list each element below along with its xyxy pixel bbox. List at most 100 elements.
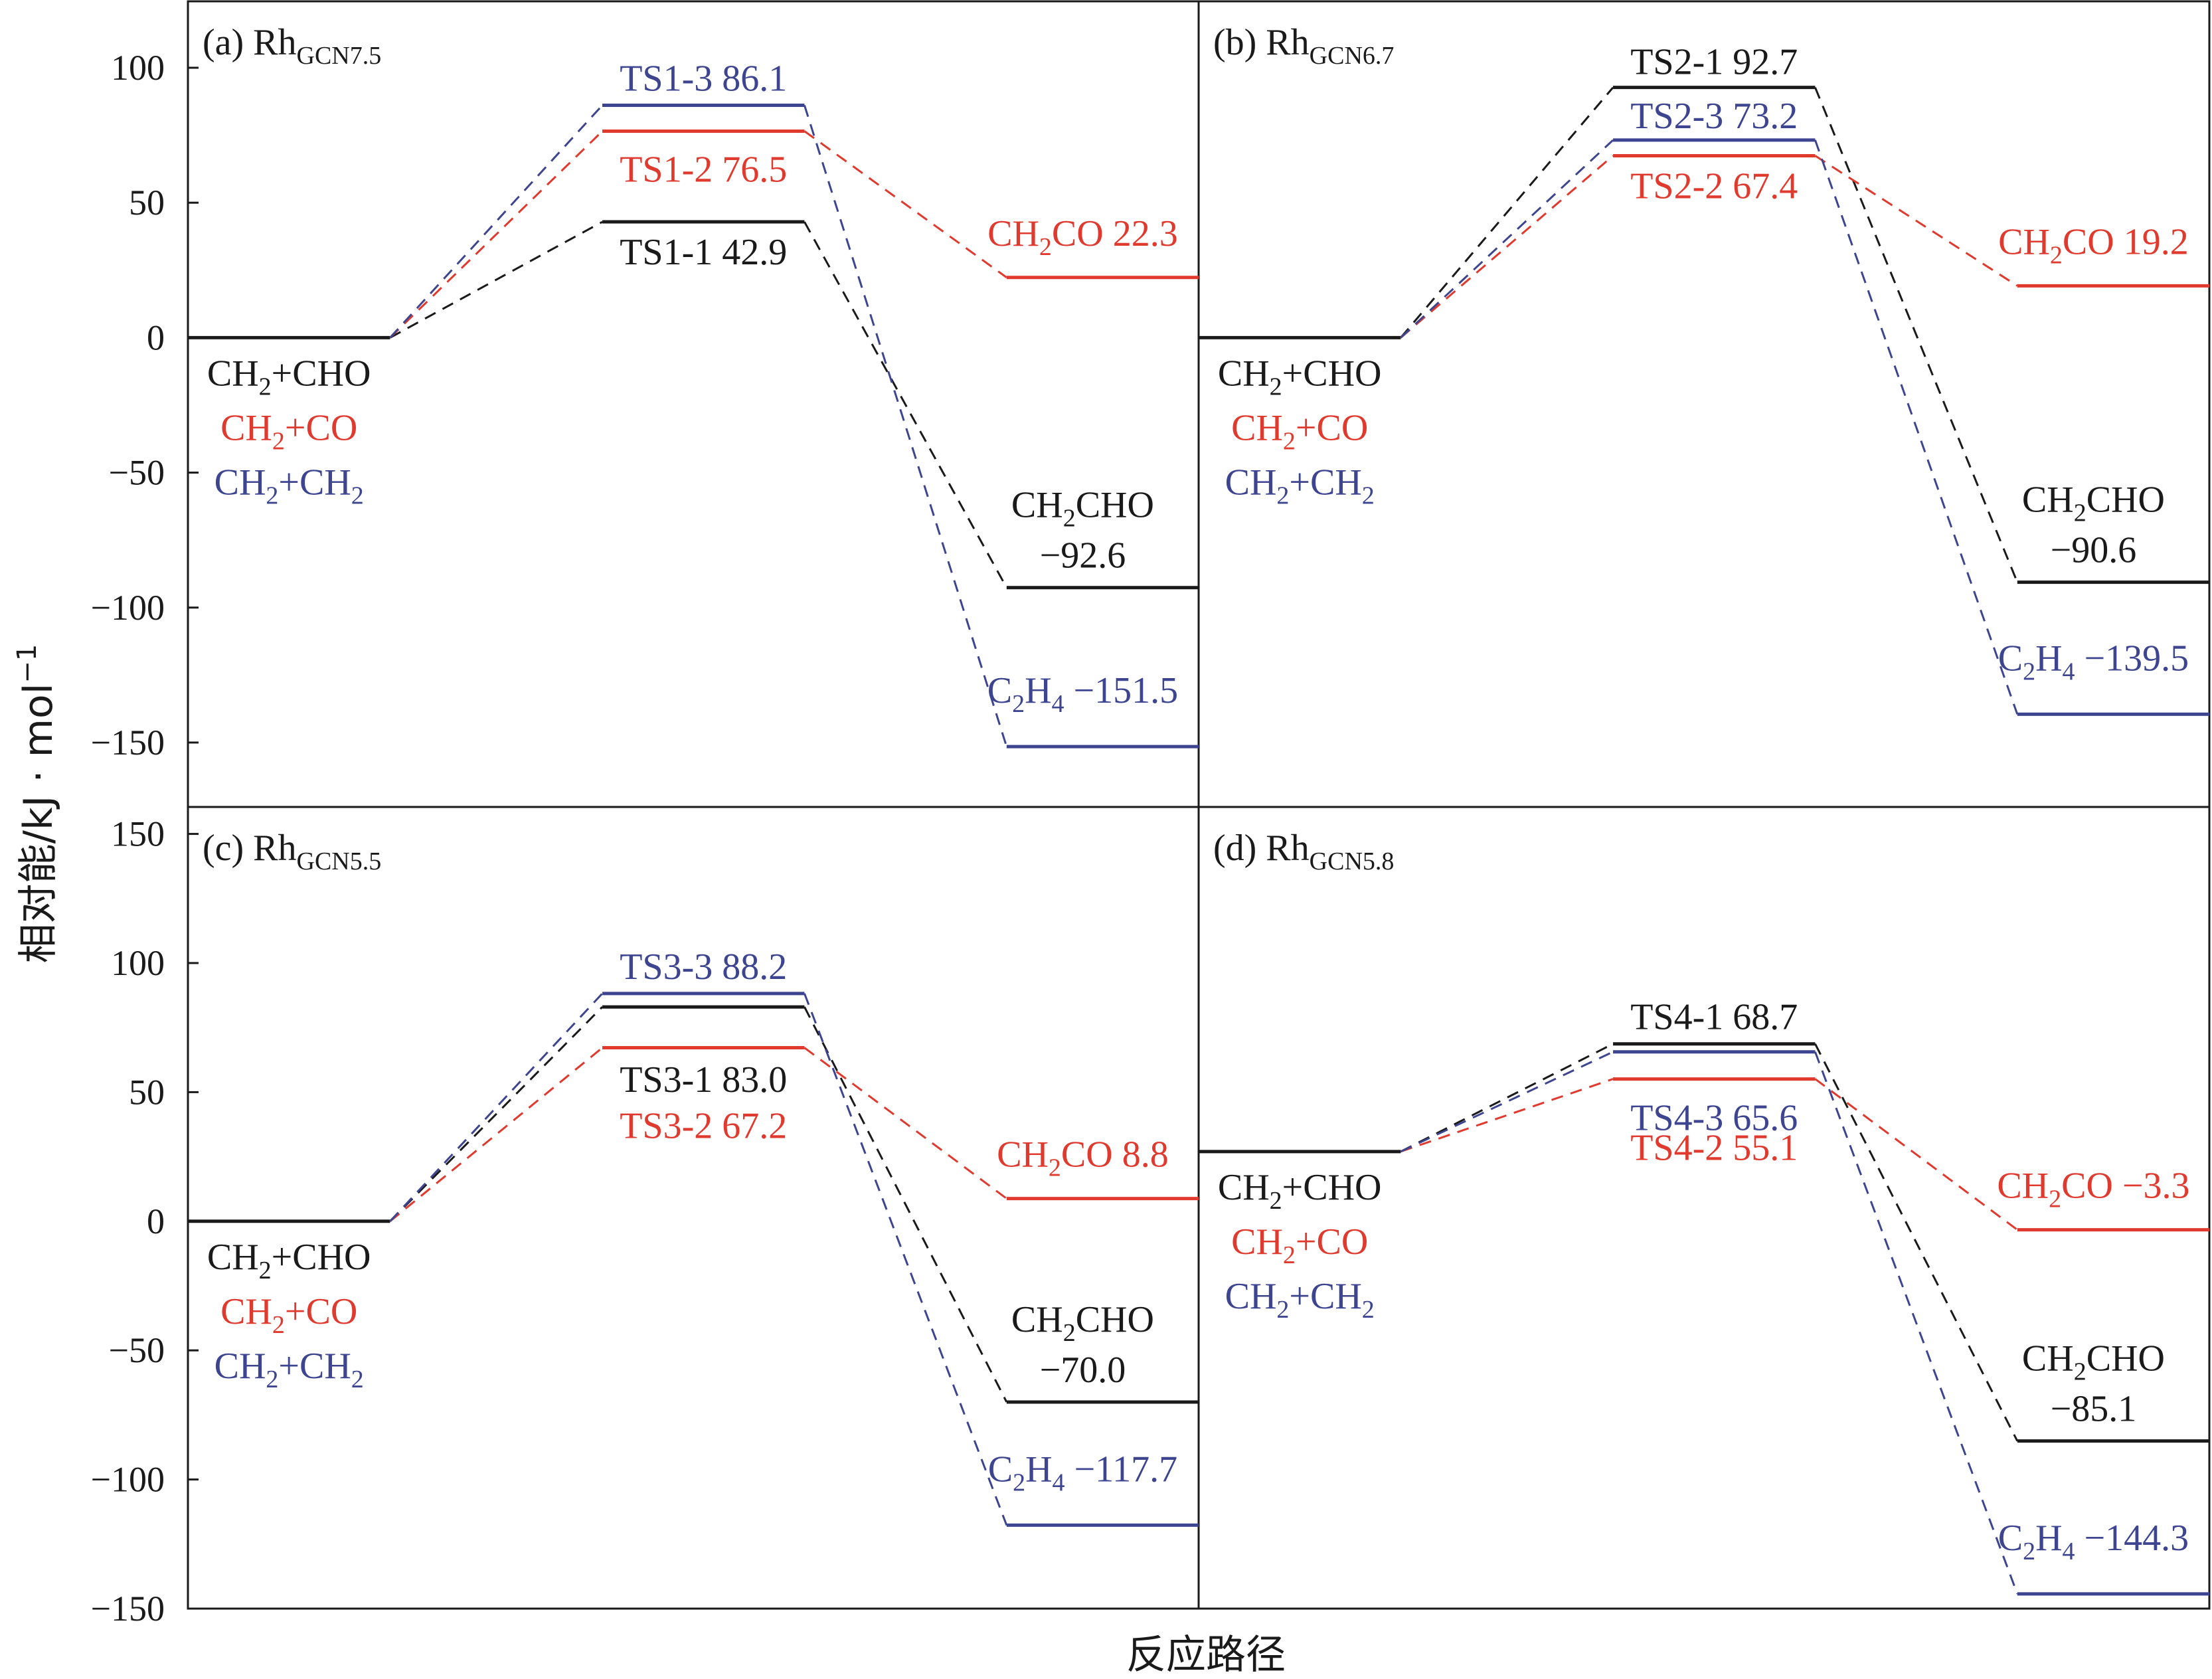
series-co: TS4-2 55.1 CH2CO −3.3	[1400, 1077, 2209, 1232]
connector-to-product	[804, 1006, 1008, 1403]
ts-label: TS2-2 67.4	[1630, 165, 1798, 207]
series-cho: TS3-1 83.0 CH2CHO−70.0	[389, 1005, 1199, 1404]
y-tick-label: 0	[147, 317, 165, 357]
series-cho: TS2-1 92.7 CH2CHO−90.6	[1400, 42, 2209, 584]
connector-to-product	[803, 105, 1008, 747]
connector-to-product	[804, 130, 1007, 278]
product-label: C2H4 −117.7	[988, 1449, 1177, 1496]
panel-title: (c) RhGCN5.5	[203, 828, 381, 875]
ts-label: TS1-2 76.5	[620, 149, 787, 191]
initial-label-cho: CH2+CHO	[1218, 353, 1382, 400]
panel-title: (d) RhGCN5.8	[1213, 828, 1394, 875]
ts-label: TS3-3 88.2	[620, 946, 787, 988]
series-cho: TS4-1 68.7 CH2CHO−85.1	[1400, 997, 2209, 1443]
initial-label-co: CH2+CO	[1231, 1221, 1368, 1269]
y-tick-label: 100	[111, 943, 165, 983]
initial-label-co: CH2+CO	[220, 407, 357, 455]
product-label-value: −92.6	[1040, 535, 1126, 576]
product-label: CH2CO 19.2	[1998, 221, 2189, 269]
ts-label: TS3-2 67.2	[620, 1106, 787, 1147]
svg-text:相对能/kJ · mol−1: 相对能/kJ · mol−1	[12, 644, 62, 964]
connector-to-product	[1814, 1051, 2019, 1595]
initial-label-ch2: CH2+CH2	[1225, 1276, 1375, 1324]
connector-to-product	[804, 221, 1008, 588]
y-tick-label: 50	[129, 183, 165, 222]
connector-to-product	[1814, 1043, 2019, 1442]
ts-label: TS2-3 73.2	[1630, 96, 1798, 137]
panel-b: (b) RhGCN6.7 CH2+CHO CH2+CO CH2+CH2 TS2-1 92…	[1199, 22, 2209, 716]
connector-to-product	[1814, 87, 2019, 583]
panel-frames	[187, 0, 2211, 1610]
product-label-name: CH2CHO	[2022, 1338, 2165, 1386]
y-axis-title-exponent: −1	[12, 644, 43, 683]
connector-to-ts	[1400, 139, 1614, 339]
series-ch2: TS1-3 86.1 C2H4 −151.5	[389, 58, 1199, 749]
initial-label-ch2: CH2+CH2	[214, 1346, 364, 1393]
initial-label-ch2: CH2+CH2	[214, 462, 364, 509]
panel-c: (c) RhGCN5.5 CH2+CHO CH2+CO CH2+CH2 TS3-1 83…	[188, 828, 1199, 1527]
connector-to-product	[1814, 155, 2018, 287]
panels: (a) RhGCN7.5 CH2+CHO CH2+CO CH2+CH2 TS1-1 42…	[188, 22, 2209, 1596]
product-label: C2H4 −151.5	[987, 670, 1178, 718]
series-ch2: TS2-3 73.2 C2H4 −139.5	[1400, 96, 2209, 716]
connector-to-product	[804, 1047, 1007, 1199]
product-label-value: −90.6	[2051, 530, 2137, 571]
y-tick-label: 50	[129, 1072, 165, 1112]
y-tick-label: −50	[109, 1330, 165, 1370]
initial-label-cho: CH2+CHO	[207, 1237, 371, 1284]
ts-label: TS4-3 65.6	[1630, 1098, 1798, 1139]
product-label-name: CH2CHO	[2022, 480, 2165, 527]
series-ch2: TS4-3 65.6 C2H4 −144.3	[1400, 1050, 2209, 1596]
product-label-name: CH2CHO	[1011, 485, 1154, 533]
y-axis-title: 相对能/kJ · mol−1	[12, 644, 62, 964]
y-tick-label: −150	[91, 1589, 165, 1629]
series-co: TS2-2 67.4 CH2CO 19.2	[1400, 153, 2209, 339]
initial-label-cho: CH2+CHO	[207, 353, 371, 400]
panel-d: (d) RhGCN5.8 CH2+CHO CH2+CO CH2+CH2 TS4-1 68…	[1199, 828, 2209, 1596]
series-cho: TS1-1 42.9 CH2CHO−92.6	[389, 220, 1199, 590]
connector-to-product	[804, 993, 1008, 1526]
ts-label: TS1-1 42.9	[620, 232, 787, 273]
product-label-value: −85.1	[2051, 1389, 2137, 1430]
ts-label: TS1-3 86.1	[620, 58, 787, 99]
product-label: CH2CO 8.8	[997, 1134, 1169, 1182]
connector-to-ts	[389, 992, 604, 1222]
initial-label-cho: CH2+CHO	[1218, 1167, 1382, 1215]
y-tick-label: −50	[109, 453, 165, 493]
y-axis-title-text: 相对能/kJ · mol	[15, 683, 62, 964]
initial-label-co: CH2+CO	[220, 1291, 357, 1339]
connector-to-product	[1814, 139, 2019, 715]
product-label: CH2CO 22.3	[987, 213, 1178, 261]
connector-to-ts	[1400, 1078, 1614, 1153]
x-axis-title: 反应路径	[1126, 1632, 1286, 1678]
connector-to-ts	[389, 1006, 604, 1222]
y-tick-label: −150	[91, 723, 165, 762]
y-tick-label: 0	[147, 1201, 165, 1241]
connector-to-ts	[389, 104, 604, 339]
product-label: CH2CO −3.3	[1997, 1166, 2189, 1213]
y-tick-label: −100	[91, 588, 165, 628]
ts-label: TS4-2 55.1	[1630, 1128, 1798, 1169]
panel-title: (b) RhGCN6.7	[1213, 22, 1394, 70]
ts-label: TS4-1 68.7	[1630, 997, 1798, 1038]
y-tick-label: −100	[91, 1460, 165, 1500]
connector-to-ts	[1400, 86, 1614, 339]
initial-label-ch2: CH2+CH2	[1225, 462, 1375, 509]
panel-a: (a) RhGCN7.5 CH2+CHO CH2+CO CH2+CH2 TS1-1 42…	[188, 22, 1199, 749]
initial-label-co: CH2+CO	[1231, 407, 1368, 455]
connector-to-ts	[389, 130, 604, 339]
ts-label: TS3-1 83.0	[620, 1059, 787, 1101]
product-label-name: CH2CHO	[1011, 1299, 1154, 1347]
y-tick-label: 100	[111, 48, 165, 88]
product-label: C2H4 −139.5	[1998, 638, 2189, 685]
y-axis-ticks: 100 50 0 −50 −100 −150 150 100 50 0 −50 −100 −150	[91, 48, 199, 1629]
connector-to-ts	[389, 221, 603, 339]
y-tick-label: 150	[111, 814, 165, 854]
series-co: TS1-2 76.5 CH2CO 22.3	[389, 130, 1199, 339]
ts-label: TS2-1 92.7	[1630, 42, 1798, 83]
connector-to-ts	[389, 1047, 603, 1222]
series-co: TS3-2 67.2 CH2CO 8.8	[389, 1046, 1199, 1222]
product-label-value: −70.0	[1040, 1350, 1126, 1391]
connector-to-ts	[1400, 155, 1614, 339]
